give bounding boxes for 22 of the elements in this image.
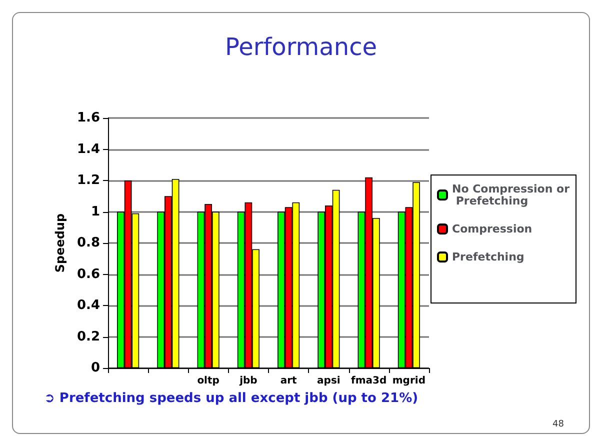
y-tick-label: 0.8: [76, 236, 100, 250]
y-tick-label: 1.2: [76, 173, 100, 188]
y-tick-label: 1.4: [76, 142, 100, 157]
y-tick-label: 0.6: [76, 266, 100, 282]
x-tick-label: fma3d: [350, 376, 387, 386]
y-tick-label: 0.4: [76, 298, 100, 313]
x-tick-label: mgrid: [392, 376, 426, 386]
y-tick-label: 1: [90, 204, 100, 220]
x-tick-label: oltp: [197, 376, 220, 386]
y-tick-label: 0: [90, 360, 100, 376]
text: 48: [552, 420, 564, 430]
legend-label: No Compression or Prefetching: [452, 182, 570, 208]
x-tick-label: art: [280, 376, 298, 386]
legend-label: Prefetching: [452, 250, 524, 264]
x-tick-label: apsi: [317, 376, 340, 386]
x-tick-label: jbb: [238, 376, 258, 386]
y-axis-title: Speedup: [53, 212, 67, 273]
y-tick-label: 0.2: [76, 329, 100, 344]
chart-title: Performance: [224, 33, 378, 61]
y-tick-label: 1.6: [76, 110, 100, 126]
legend-label: Compression: [452, 222, 532, 236]
text: ➲ Prefetching speeds up all except jbb (up to 21%): [44, 391, 418, 406]
